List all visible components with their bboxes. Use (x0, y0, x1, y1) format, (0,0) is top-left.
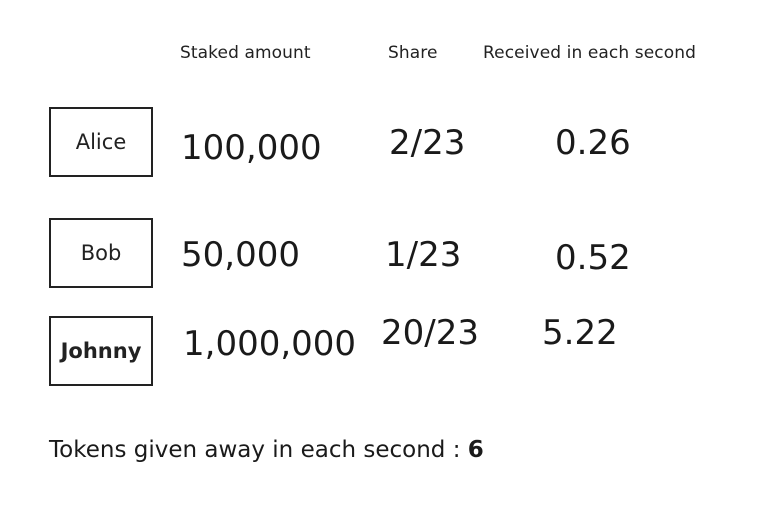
staked-value-johnny: 1,000,000 (183, 324, 357, 364)
column-header-staked-amount: Staked amount (180, 43, 311, 63)
share-value-alice: 2/23 (389, 123, 466, 163)
name-box-alice: Alice (49, 107, 153, 177)
tokens-per-second-value: 6 (467, 437, 484, 463)
column-header-received: Received in each second (483, 43, 696, 63)
share-value-bob: 1/23 (385, 235, 462, 275)
tokens-per-second-label: Tokens given away in each second : (49, 437, 468, 463)
share-value-johnny: 20/23 (381, 313, 479, 353)
received-value-johnny: 5.22 (542, 313, 618, 353)
name-box-bob: Bob (49, 218, 153, 288)
name-box-johnny: Johnny (49, 316, 153, 386)
received-value-bob: 0.52 (555, 238, 631, 278)
received-value-alice: 0.26 (555, 123, 631, 163)
staked-value-alice: 100,000 (181, 128, 322, 168)
column-header-share: Share (388, 43, 438, 63)
tokens-per-second-line: Tokens given away in each second : 6 (49, 437, 484, 463)
staked-value-bob: 50,000 (181, 235, 300, 275)
